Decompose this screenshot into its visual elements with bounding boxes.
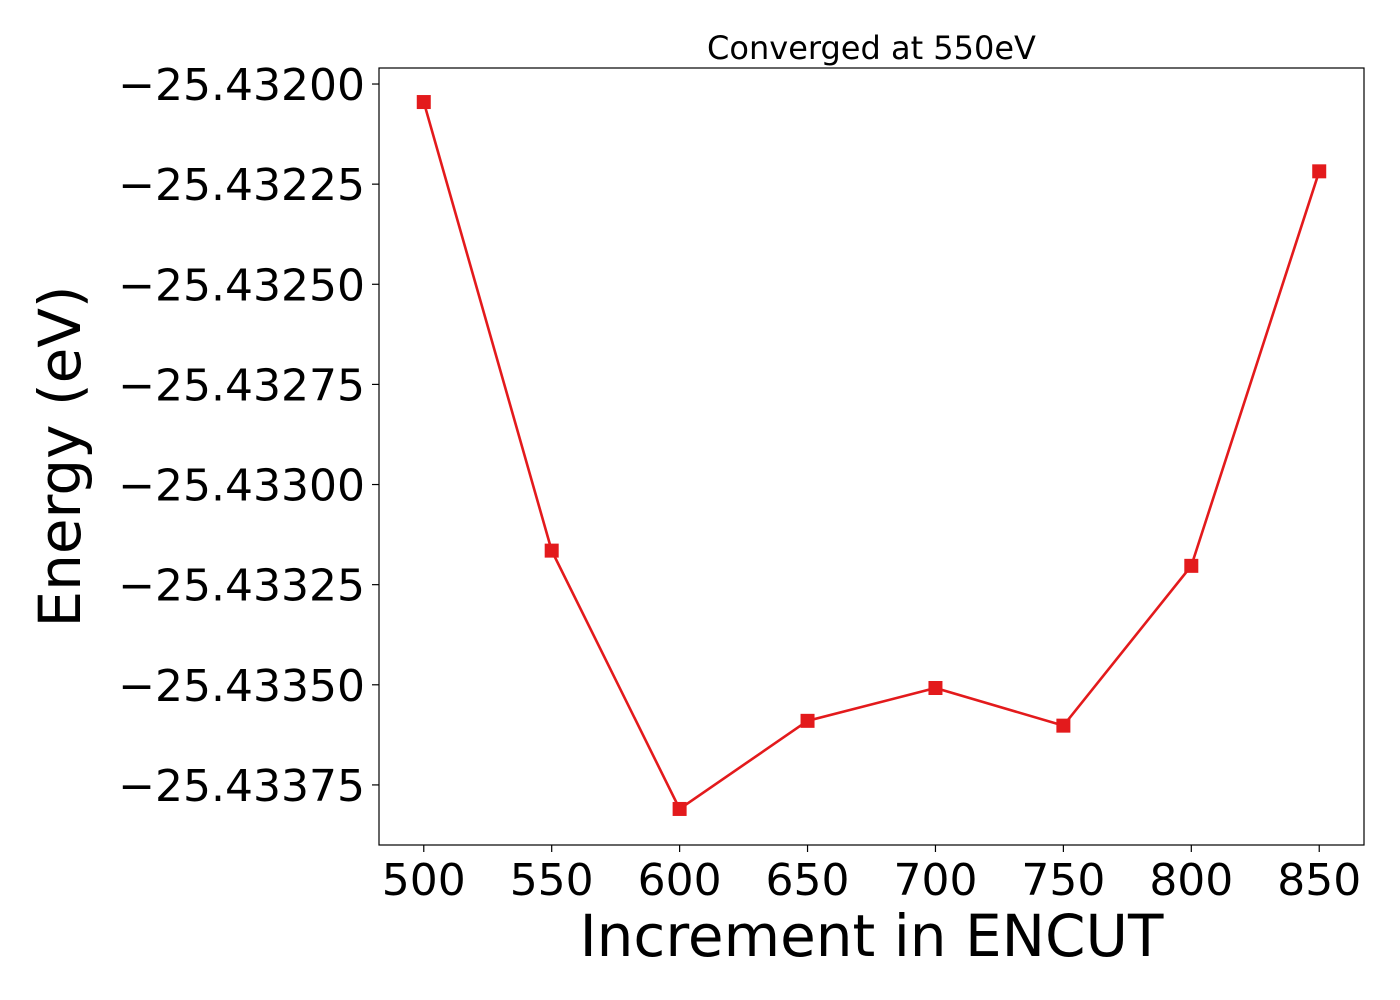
data-point xyxy=(672,801,687,816)
x-tick-label: 850 xyxy=(1277,855,1361,906)
y-axis-ticks: −25.43200 −25.43225 −25.43250 −25.43275 −25.… xyxy=(118,60,379,812)
x-tick-label: 750 xyxy=(1021,855,1105,906)
y-axis-label: Energy (eV) xyxy=(26,285,94,627)
x-tick-label: 700 xyxy=(893,855,977,906)
series-line xyxy=(422,101,1321,811)
x-tick-label: 800 xyxy=(1149,855,1233,906)
data-point xyxy=(544,543,559,558)
y-tick-label: −25.43375 xyxy=(118,761,365,812)
y-tick-label: −25.43200 xyxy=(118,60,365,111)
data-point xyxy=(416,95,431,110)
x-axis-label: Increment in ENCUT xyxy=(580,902,1164,970)
y-tick-label: −25.43225 xyxy=(118,160,365,211)
x-tick-label: 600 xyxy=(638,855,722,906)
y-tick-label: −25.43275 xyxy=(118,360,365,411)
x-tick-label: 650 xyxy=(766,855,850,906)
x-tick-label: 550 xyxy=(510,855,594,906)
y-tick-label: −25.43350 xyxy=(118,661,365,712)
y-tick-label: −25.43325 xyxy=(118,561,365,612)
y-tick-label: −25.43250 xyxy=(118,260,365,311)
data-point xyxy=(928,680,943,695)
data-point xyxy=(1184,558,1199,573)
plot-frame xyxy=(378,67,1365,846)
series-layer xyxy=(416,95,1327,816)
plot-area xyxy=(378,67,1365,846)
x-axis-ticks: 500 550 600 650 700 750 800 850 xyxy=(382,845,1361,906)
y-tick-label: −25.43300 xyxy=(118,461,365,512)
data-point xyxy=(1312,164,1327,179)
data-point xyxy=(1056,718,1071,733)
x-tick-label: 500 xyxy=(382,855,466,906)
data-point xyxy=(800,713,815,728)
chart-title: Converged at 550eV xyxy=(707,29,1036,67)
